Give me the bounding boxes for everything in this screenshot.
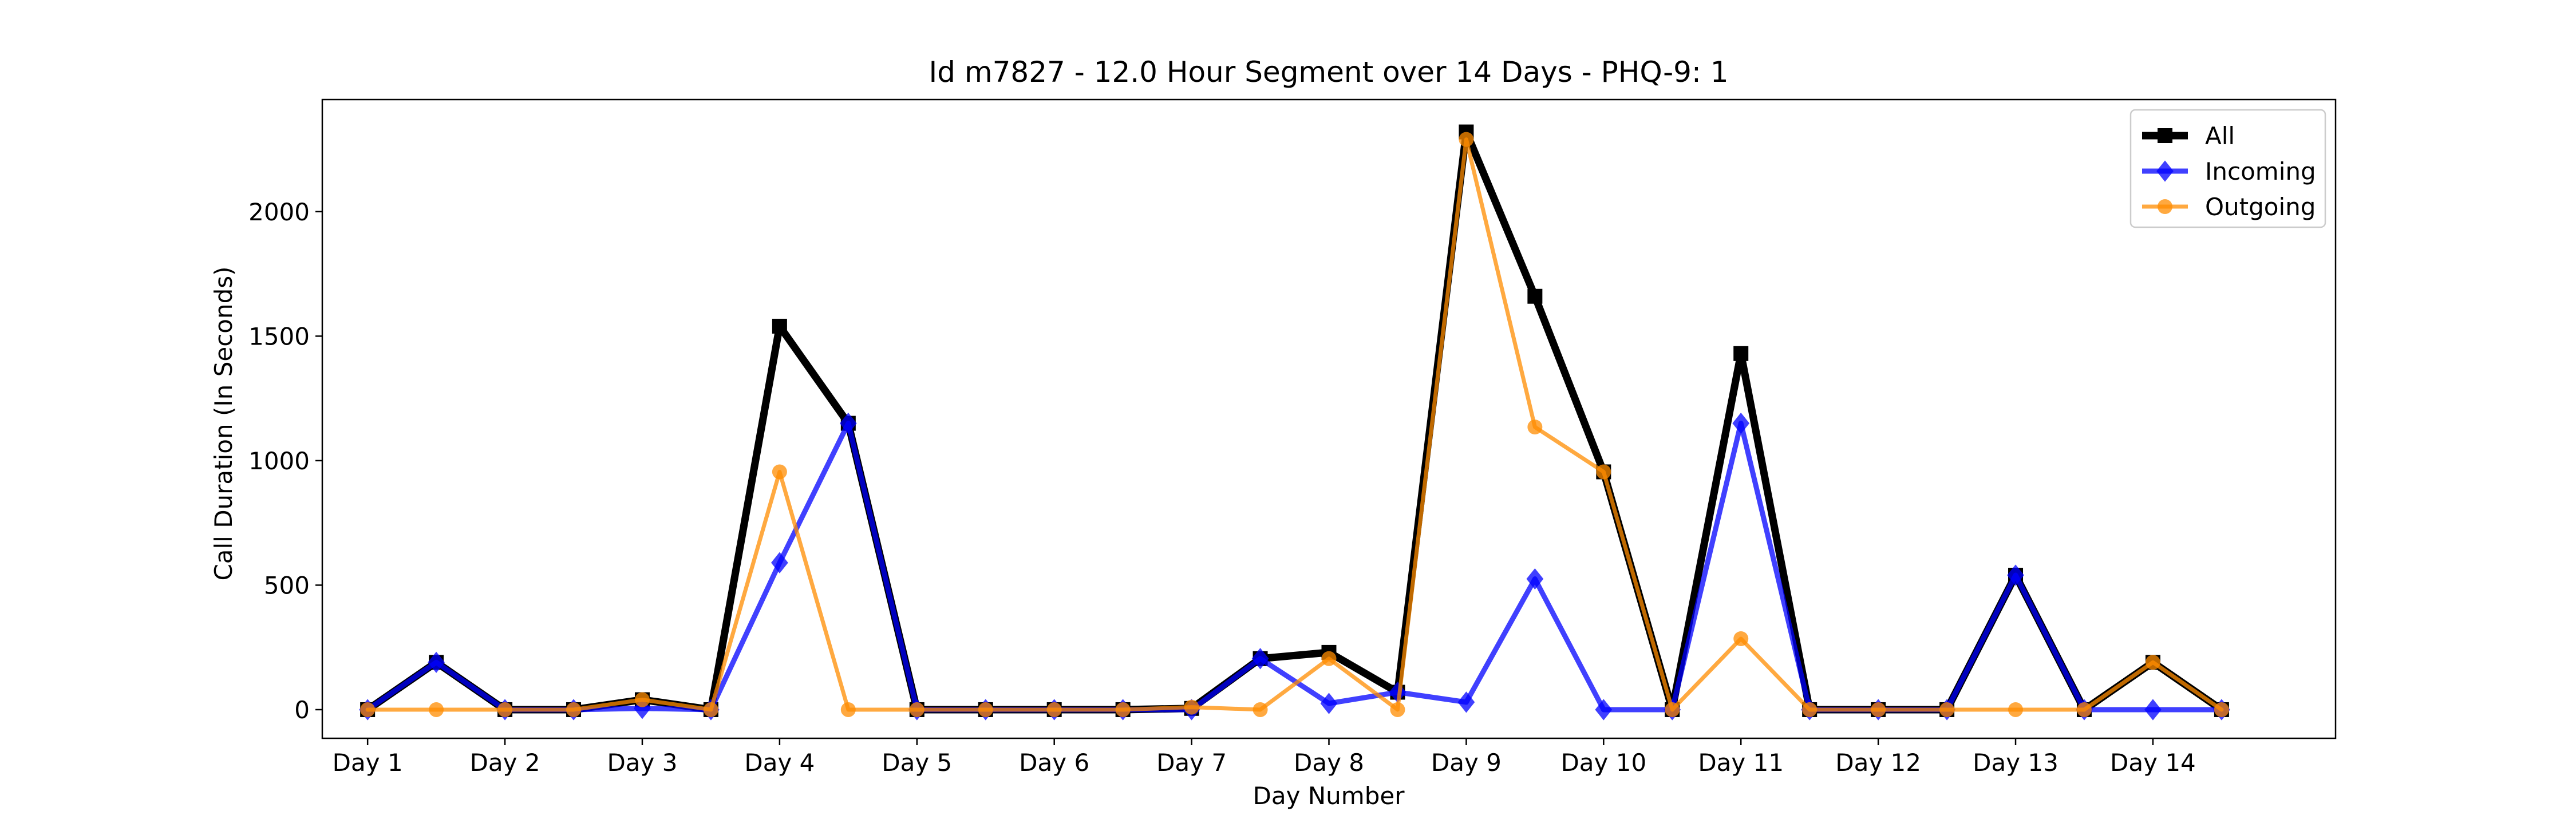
data-point-outgoing [2076,702,2092,717]
data-point-incoming [1457,691,1475,713]
data-point-outgoing [1939,702,1955,717]
data-point-incoming [1526,568,1544,590]
data-point-outgoing [1046,702,1062,717]
x-tick-label: Day 6 [1019,749,1089,777]
data-point-outgoing [772,464,787,480]
data-point-incoming [1320,693,1338,714]
data-point-outgoing [978,702,993,717]
x-tick-label: Day 4 [744,749,815,777]
chart-title: Id m7827 - 12.0 Hour Segment over 14 Day… [929,56,1728,89]
data-point-outgoing [1115,702,1131,717]
x-tick-label: Day 8 [1294,749,1364,777]
data-point-incoming [1595,699,1613,721]
plot-area: Day 1 Day 2 Day 3 Day 4 Day 5 Day 6 Day 7 Day 8… [248,98,2337,777]
x-tick-label: Day 10 [1560,749,1646,777]
x-tick-label: Day 13 [1973,749,2059,777]
data-point-outgoing [634,692,650,707]
data-point-all [772,318,787,334]
data-point-outgoing [1321,651,1337,666]
x-tick-label: Day 5 [882,749,952,777]
x-tick-label: Day 9 [1431,749,1502,777]
legend-label-outgoing: Outgoing [2205,193,2316,221]
y-tick-label: 500 [264,571,310,599]
legend: All Incoming Outgoing [2129,109,2326,228]
data-point-outgoing [2145,655,2160,670]
data-point-incoming [2144,699,2162,721]
legend-marker-outgoing [2158,199,2172,214]
data-point-outgoing [1390,702,1405,717]
x-axis-label: Day Number [1253,782,1405,810]
data-point-outgoing [360,702,376,717]
x-tick-label: Day 12 [1835,749,1921,777]
data-point-incoming [428,651,445,673]
data-point-outgoing [429,702,444,717]
data-point-outgoing [1733,631,1749,646]
data-point-outgoing [1596,464,1611,480]
x-tick-label: Day 3 [607,749,677,777]
x-tick-label: Day 11 [1698,749,1784,777]
legend-marker-all [2158,128,2172,143]
data-point-all [1733,346,1749,361]
data-point-outgoing [2008,702,2024,717]
y-tick-label: 1000 [248,447,310,475]
data-point-outgoing [1527,420,1543,435]
data-point-incoming [1389,681,1406,703]
data-point-outgoing [909,702,924,717]
data-point-incoming [839,413,857,434]
data-point-outgoing [1871,702,1886,717]
data-point-incoming [2007,564,2024,586]
legend-marker-incoming [2156,160,2174,182]
legend-label-all: All [2205,122,2235,150]
x-tick-label: Day 14 [2110,749,2196,777]
data-point-outgoing [1802,702,1818,717]
data-point-outgoing [840,702,856,717]
data-point-incoming [1251,648,1269,670]
data-point-outgoing [1253,702,1268,717]
data-point-incoming [771,552,788,573]
y-tick-label: 2000 [248,198,310,226]
y-axis-label: Call Duration (In Seconds) [210,266,238,580]
data-point-outgoing [2214,702,2229,717]
data-point-all [1527,288,1543,304]
x-tick-label: Day 2 [470,749,540,777]
y-tick-label: 0 [294,696,310,724]
data-point-outgoing [1665,702,1680,717]
x-tick-label: Day 1 [333,749,403,777]
data-point-incoming [1732,413,1750,434]
series-line-outgoing [365,137,2224,712]
legend-label-incoming: Incoming [2205,157,2316,185]
data-point-outgoing [1459,132,1474,147]
x-tick-label: Day 7 [1156,749,1227,777]
data-point-outgoing [1184,699,1199,715]
y-tick-label: 1500 [248,322,310,350]
data-point-outgoing [703,702,718,717]
data-point-outgoing [566,702,582,717]
data-point-outgoing [497,702,513,717]
